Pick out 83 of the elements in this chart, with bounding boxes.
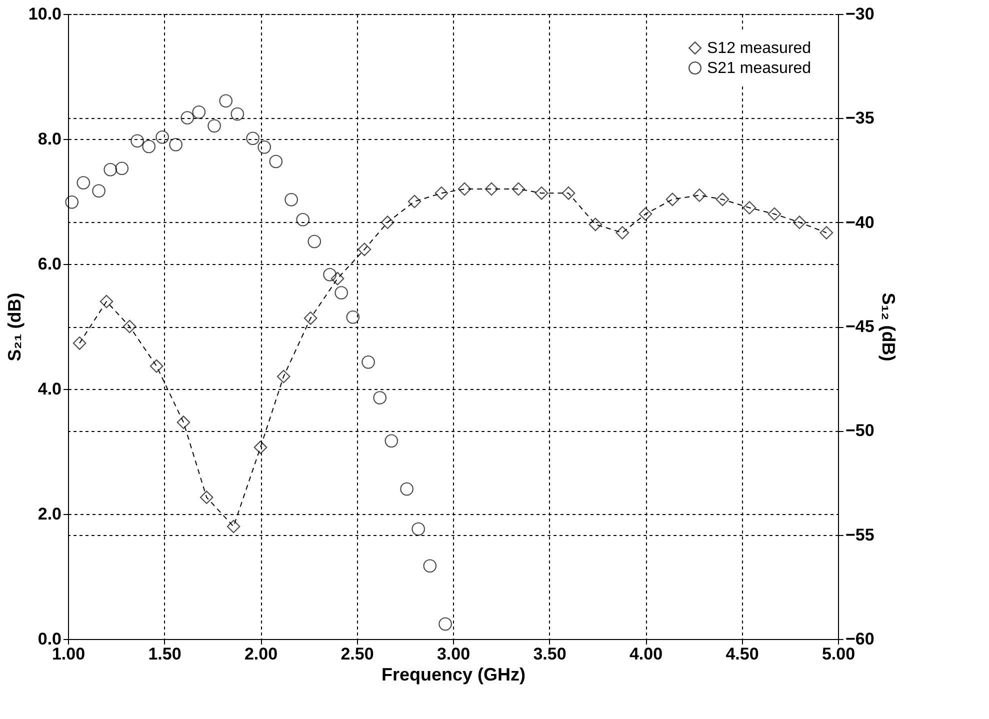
point bbox=[358, 242, 372, 256]
point bbox=[588, 218, 602, 232]
y2-tick-label: −40 bbox=[846, 212, 874, 232]
x-tick-label: 4.50 bbox=[726, 644, 759, 664]
x-tick-label: 2.50 bbox=[340, 644, 374, 664]
x-tick-label: 1.50 bbox=[148, 644, 182, 664]
point bbox=[284, 192, 298, 206]
point bbox=[362, 355, 375, 369]
point bbox=[200, 490, 214, 504]
point bbox=[666, 192, 680, 206]
y2-tick-label: −50 bbox=[846, 421, 874, 440]
y-axis-title: S₂₁ (dB) bbox=[4, 292, 24, 362]
point bbox=[308, 234, 322, 248]
point bbox=[230, 107, 244, 121]
point bbox=[150, 359, 164, 373]
y-tick-label: 10.0 bbox=[28, 4, 62, 24]
legend-label: S21 measured bbox=[707, 60, 812, 77]
point bbox=[304, 311, 318, 325]
point bbox=[412, 522, 426, 536]
point bbox=[692, 188, 706, 202]
y2-tick-label: −45 bbox=[846, 317, 874, 336]
y-tick-label: 8.0 bbox=[38, 130, 62, 148]
point bbox=[434, 186, 448, 200]
point bbox=[423, 559, 437, 573]
y2-axis-title: S₁₂ (dB) bbox=[878, 292, 898, 362]
point bbox=[742, 201, 756, 214]
point bbox=[142, 140, 156, 154]
point bbox=[254, 440, 268, 454]
x-tick-label: 3.50 bbox=[533, 644, 566, 664]
point bbox=[169, 138, 182, 152]
x-axis-title: Frequency (GHz) bbox=[381, 664, 526, 684]
point bbox=[512, 182, 526, 196]
point bbox=[100, 294, 114, 308]
point bbox=[219, 94, 233, 108]
point bbox=[792, 216, 806, 230]
legend-label: S12 measured bbox=[707, 40, 812, 57]
point bbox=[208, 119, 221, 133]
y2-tick-label: −55 bbox=[846, 525, 874, 544]
point bbox=[534, 186, 548, 200]
y-tick-label: 2.0 bbox=[38, 504, 62, 524]
y2-tick-label: −30 bbox=[846, 4, 874, 24]
y2-tick-label: −35 bbox=[846, 108, 874, 128]
point bbox=[820, 226, 834, 240]
y-tick-label: 4.0 bbox=[38, 380, 62, 398]
point bbox=[296, 212, 310, 226]
point bbox=[334, 286, 348, 300]
point bbox=[130, 134, 144, 148]
point bbox=[400, 482, 414, 496]
point bbox=[323, 268, 336, 282]
point bbox=[716, 192, 730, 206]
point bbox=[258, 140, 272, 154]
point bbox=[276, 370, 290, 384]
point bbox=[438, 617, 452, 631]
point bbox=[768, 207, 782, 221]
point bbox=[122, 320, 136, 334]
point bbox=[92, 184, 106, 198]
x-tick-label: 2.00 bbox=[244, 644, 278, 664]
point bbox=[616, 226, 630, 240]
y-tick-label: 6.0 bbox=[38, 254, 62, 274]
point bbox=[458, 182, 472, 196]
point bbox=[484, 182, 498, 196]
point bbox=[562, 186, 576, 200]
point bbox=[226, 520, 240, 534]
point bbox=[373, 391, 387, 404]
point bbox=[176, 416, 190, 430]
point bbox=[180, 111, 194, 124]
point bbox=[115, 162, 129, 176]
x-tick-label: 4.00 bbox=[629, 644, 663, 664]
point bbox=[638, 207, 652, 221]
point bbox=[346, 310, 360, 324]
x-tick-label: 3.00 bbox=[436, 644, 470, 664]
point bbox=[384, 434, 398, 448]
point bbox=[65, 195, 79, 209]
point bbox=[408, 194, 422, 208]
point bbox=[380, 216, 394, 230]
point bbox=[76, 176, 90, 190]
point bbox=[104, 162, 118, 176]
point bbox=[330, 272, 344, 286]
point bbox=[72, 336, 86, 350]
point bbox=[246, 132, 260, 146]
point bbox=[192, 105, 206, 119]
point bbox=[269, 154, 283, 168]
point bbox=[156, 130, 169, 144]
